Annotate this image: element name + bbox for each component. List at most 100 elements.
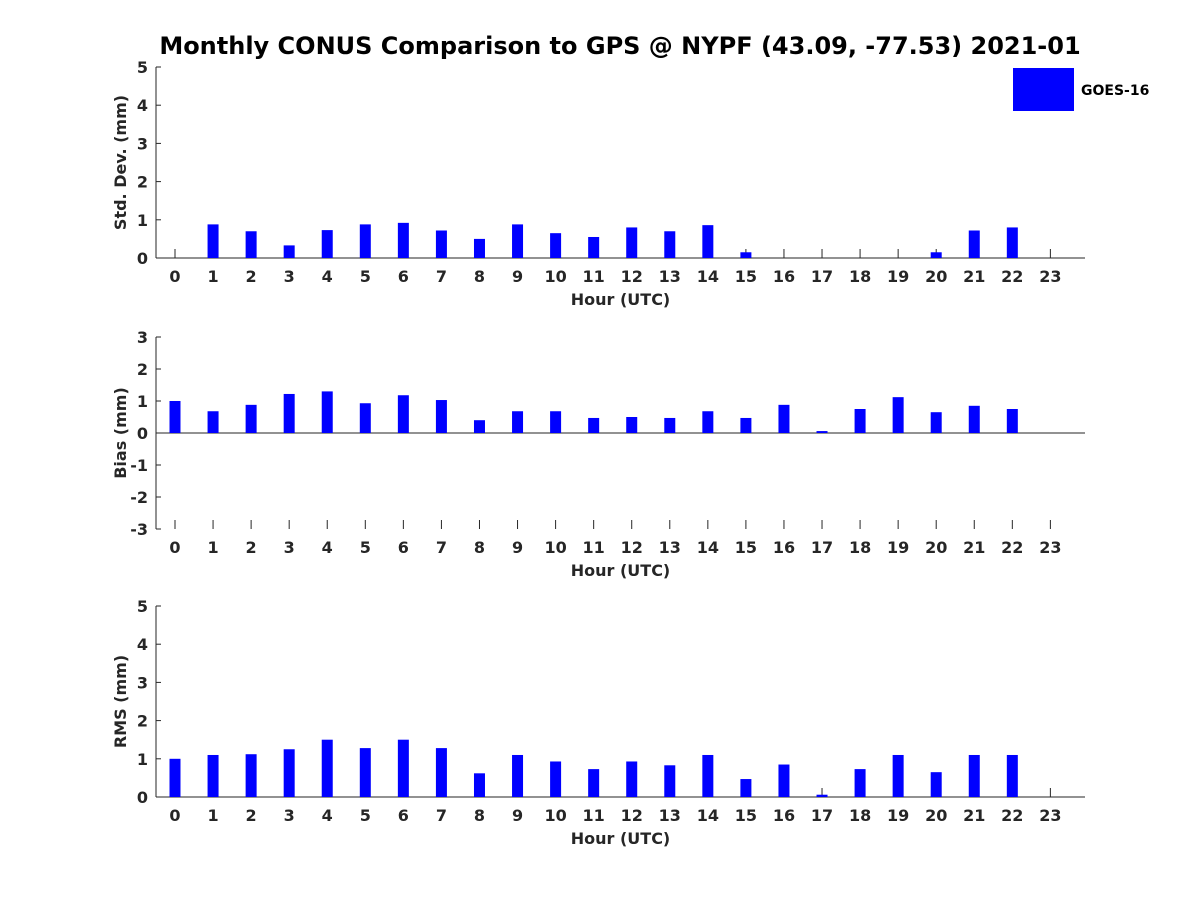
std-dev-bar <box>968 230 980 258</box>
rms-bar <box>740 779 752 797</box>
rms-x-tick-label: 6 <box>398 806 409 825</box>
std-dev-x-axis-label: Hour (UTC) <box>571 290 671 309</box>
bias-x-tick-label: 10 <box>544 538 566 557</box>
std-dev-bar <box>397 222 409 258</box>
bias-x-tick-label: 18 <box>849 538 871 557</box>
std-dev-bar <box>321 230 333 258</box>
rms-x-tick-label: 4 <box>322 806 333 825</box>
bias-x-tick-label: 14 <box>697 538 719 557</box>
bias-x-tick-label: 6 <box>398 538 409 557</box>
bias-x-tick-label: 12 <box>621 538 643 557</box>
std-dev-x-tick-label: 9 <box>512 267 523 286</box>
bias-y-tick-label: -2 <box>130 488 148 507</box>
rms-x-tick-label: 18 <box>849 806 871 825</box>
bias-bar <box>816 431 828 433</box>
std-dev-x-tick-label: 2 <box>246 267 257 286</box>
bias-y-tick-label: -1 <box>130 456 148 475</box>
rms-y-tick-label: 4 <box>137 635 148 654</box>
std-dev-x-tick-label: 15 <box>735 267 757 286</box>
legend: GOES-16 <box>1013 68 1149 111</box>
std-dev-x-tick-label: 10 <box>544 267 566 286</box>
rms-x-tick-label: 0 <box>169 806 180 825</box>
rms-bar <box>473 773 485 797</box>
bias-bar <box>283 393 295 433</box>
legend-label: GOES-16 <box>1081 83 1149 99</box>
std-dev-x-tick-label: 0 <box>169 267 180 286</box>
rms-x-tick-label: 3 <box>284 806 295 825</box>
bias-x-tick-label: 13 <box>659 538 681 557</box>
bias-x-axis-label: Hour (UTC) <box>571 561 671 580</box>
std-dev-x-tick-label: 23 <box>1039 267 1061 286</box>
rms-y-tick-label: 3 <box>137 673 148 692</box>
bias-x-tick-label: 3 <box>284 538 295 557</box>
std-dev-bar <box>550 233 562 258</box>
bias-bar <box>1006 409 1018 433</box>
bias-x-tick-label: 20 <box>925 538 947 557</box>
std-dev-x-tick-label: 20 <box>925 267 947 286</box>
rms-x-tick-label: 1 <box>207 806 218 825</box>
bias-y-axis-label: Bias (mm) <box>111 387 130 479</box>
std-dev-bar <box>359 224 371 258</box>
std-dev-bar <box>1006 227 1018 258</box>
std-dev-bar <box>283 245 295 258</box>
std-dev-x-tick-label: 19 <box>887 267 909 286</box>
std-dev-x-tick-label: 22 <box>1001 267 1023 286</box>
bias-bar <box>930 412 942 433</box>
bias-bar <box>892 397 904 433</box>
bias-bar <box>169 401 181 433</box>
std-dev-x-tick-label: 8 <box>474 267 485 286</box>
std-dev-bar <box>473 238 485 258</box>
bias-bar <box>702 411 714 433</box>
legend-swatch <box>1013 68 1074 111</box>
std-dev-y-tick-label: 2 <box>137 173 148 192</box>
rms-x-tick-label: 7 <box>436 806 447 825</box>
rms-bar <box>930 772 942 797</box>
std-dev-y-tick-label: 4 <box>137 96 148 115</box>
rms-x-tick-label: 23 <box>1039 806 1061 825</box>
rms-bar <box>321 739 333 797</box>
std-dev-bar <box>588 236 600 258</box>
std-dev-x-tick-label: 16 <box>773 267 795 286</box>
rms-bar <box>968 754 980 797</box>
std-dev-x-tick-label: 14 <box>697 267 719 286</box>
std-dev-x-tick-label: 4 <box>322 267 333 286</box>
std-dev-bar <box>930 252 942 258</box>
std-dev-x-tick-label: 3 <box>284 267 295 286</box>
std-dev-x-tick-label: 17 <box>811 267 833 286</box>
rms-x-tick-label: 5 <box>360 806 371 825</box>
rms-bar <box>207 754 219 797</box>
bias-x-tick-label: 4 <box>322 538 333 557</box>
rms-bar <box>512 754 524 797</box>
rms-bar <box>435 748 447 797</box>
rms-x-tick-label: 22 <box>1001 806 1023 825</box>
rms-bar <box>854 769 866 797</box>
bias-x-tick-label: 21 <box>963 538 985 557</box>
bias-x-tick-label: 2 <box>246 538 257 557</box>
bias-x-tick-label: 15 <box>735 538 757 557</box>
rms-y-tick-label: 5 <box>137 597 148 616</box>
rms-x-tick-label: 10 <box>544 806 566 825</box>
bias-x-tick-label: 19 <box>887 538 909 557</box>
rms-x-tick-label: 12 <box>621 806 643 825</box>
std-dev-y-tick-label: 3 <box>137 134 148 153</box>
bias-x-tick-label: 7 <box>436 538 447 557</box>
bias-bar <box>626 417 638 433</box>
rms-x-tick-label: 11 <box>583 806 605 825</box>
std-dev-bar <box>664 231 676 258</box>
bias-bar <box>207 411 219 433</box>
std-dev-y-tick-label: 0 <box>137 249 148 268</box>
bias-x-tick-label: 5 <box>360 538 371 557</box>
rms-bar <box>702 754 714 797</box>
rms-bar <box>550 761 562 797</box>
bias-x-tick-label: 9 <box>512 538 523 557</box>
rms-bar <box>816 794 828 797</box>
bias-bar <box>550 411 562 433</box>
bias-y-tick-label: -3 <box>130 520 148 539</box>
std-dev-bar <box>512 224 524 258</box>
rms-bar <box>892 754 904 797</box>
std-dev-y-tick-label: 1 <box>137 211 148 230</box>
rms-bar <box>1006 754 1018 797</box>
